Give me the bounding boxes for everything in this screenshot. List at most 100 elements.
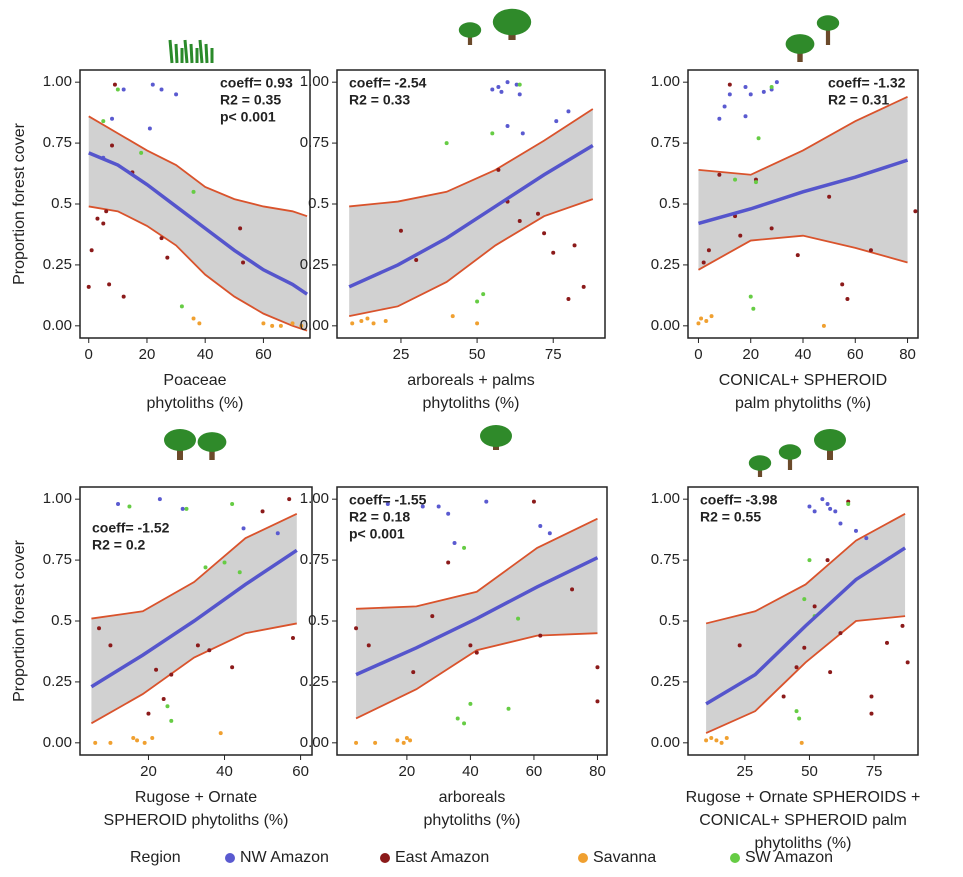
data-point — [868, 248, 873, 253]
data-point — [230, 502, 235, 507]
x-tick-label: 60 — [255, 346, 272, 363]
data-point — [241, 526, 246, 531]
data-point — [104, 209, 109, 214]
x-tick-label: 40 — [197, 346, 214, 363]
data-point — [287, 497, 292, 502]
grass — [189, 43, 194, 64]
data-point — [717, 116, 722, 121]
data-point — [93, 740, 98, 745]
grass — [204, 43, 209, 64]
data-point — [900, 623, 905, 628]
data-point — [112, 82, 117, 87]
y-tick-label: 1.00 — [300, 73, 329, 90]
data-point — [536, 211, 540, 216]
x-axis-label: Poaceae — [163, 372, 226, 389]
legend-swatch — [730, 853, 740, 863]
data-point — [95, 216, 100, 221]
data-point — [108, 643, 113, 648]
data-point — [807, 558, 812, 563]
data-point — [174, 92, 179, 97]
data-point — [743, 114, 748, 119]
fit-line — [697, 158, 909, 226]
data-point — [572, 243, 577, 248]
data-point — [408, 738, 413, 743]
data-point — [159, 87, 164, 92]
y-tick-label: 0.00 — [651, 317, 680, 334]
data-point — [517, 82, 522, 87]
data-point — [238, 226, 243, 231]
confidence-band — [698, 96, 908, 270]
fit-line — [348, 144, 594, 289]
x-tick-label: 50 — [801, 763, 818, 780]
band-edge — [91, 512, 298, 620]
x-tick-label: 80 — [899, 346, 916, 363]
data-point — [794, 665, 799, 670]
data-point — [101, 221, 106, 226]
data-point — [696, 321, 701, 326]
y-tick-label: 0.00 — [43, 317, 72, 334]
data-point — [184, 506, 189, 511]
data-point — [748, 92, 753, 97]
data-point — [733, 177, 738, 182]
data-point — [107, 282, 112, 287]
data-point — [97, 626, 102, 631]
data-point — [845, 297, 850, 302]
annotation: coeff= 0.93 — [220, 75, 293, 91]
tree-crown — [816, 15, 840, 31]
data-point — [436, 504, 441, 509]
data-point — [452, 541, 457, 546]
y-tick-label: 0.00 — [43, 734, 72, 751]
y-tick-label: 0.75 — [300, 134, 329, 151]
data-point — [570, 587, 575, 592]
x-axis-label: palm phytoliths (%) — [735, 395, 871, 412]
y-tick-label: 0.75 — [43, 134, 72, 151]
data-point — [538, 633, 543, 638]
data-point — [468, 643, 473, 648]
data-point — [385, 502, 390, 507]
x-tick-label: 20 — [742, 346, 759, 363]
data-point — [371, 321, 376, 326]
x-axis-label: CONICAL+ SPHEROID palm — [699, 812, 907, 829]
data-point — [446, 560, 451, 565]
x-tick-label: 75 — [545, 346, 562, 363]
data-point — [110, 116, 115, 121]
annotation: coeff= -2.54 — [349, 75, 427, 91]
data-point — [207, 648, 212, 653]
data-point — [701, 260, 706, 265]
tree-trunk — [825, 23, 831, 45]
data-point — [350, 321, 355, 326]
data-point — [275, 531, 280, 536]
y-tick-label: 1.00 — [43, 73, 72, 90]
data-point — [709, 314, 714, 319]
data-point — [799, 740, 804, 745]
data-point — [169, 718, 174, 723]
band-edge — [88, 205, 308, 332]
x-tick-label: 40 — [795, 346, 812, 363]
annotation: R2 = 0.18 — [349, 509, 410, 525]
confidence-band — [91, 513, 297, 724]
annotation: R2 = 0.2 — [92, 537, 146, 553]
data-point — [159, 236, 164, 241]
data-point — [401, 740, 406, 745]
annotation: coeff= -1.32 — [828, 75, 906, 91]
data-point — [462, 545, 467, 550]
y-axis-label: Proportion forest cover — [11, 539, 28, 702]
fit-line — [355, 556, 599, 677]
data-point — [299, 323, 304, 328]
data-point — [838, 631, 843, 636]
data-point — [218, 731, 223, 736]
x-tick-label: 50 — [469, 346, 486, 363]
grass — [174, 43, 179, 64]
data-point — [404, 735, 409, 740]
data-point — [516, 616, 521, 621]
data-point — [462, 721, 467, 726]
legend-label: NW Amazon — [240, 849, 329, 866]
data-point — [475, 321, 480, 326]
grass — [198, 39, 204, 64]
confidence-band — [349, 108, 593, 317]
data-point — [490, 87, 495, 92]
data-point — [781, 694, 786, 699]
y-tick-label: 0.25 — [651, 673, 680, 690]
data-point — [241, 260, 246, 265]
legend-label: SW Amazon — [745, 849, 833, 866]
